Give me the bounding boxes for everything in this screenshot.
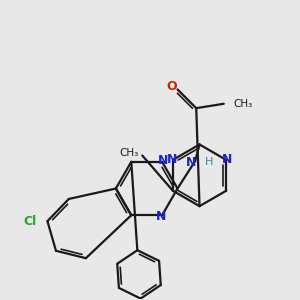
Text: CH₃: CH₃ [120,148,139,158]
Text: N: N [167,153,177,167]
Text: CH₃: CH₃ [234,99,253,109]
Text: N: N [222,153,232,167]
Text: N: N [158,154,168,167]
Text: Cl: Cl [23,215,36,228]
Text: N: N [156,210,166,223]
Text: O: O [167,80,177,93]
Text: N: N [185,156,196,169]
Text: H: H [205,157,214,167]
